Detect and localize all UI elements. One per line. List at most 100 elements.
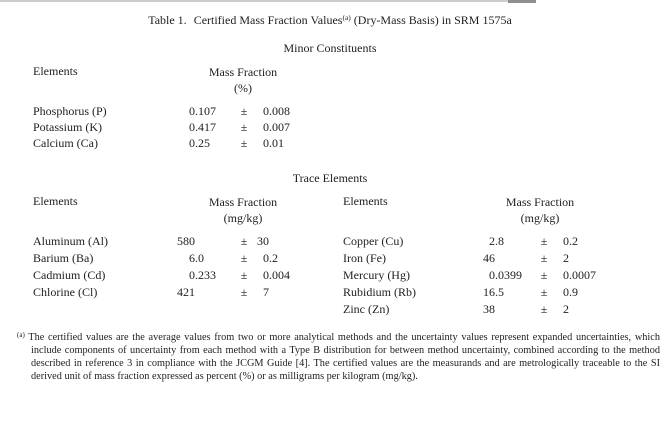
plus-minus-sign: ± <box>540 302 548 316</box>
uncertainty-int: 0 <box>563 268 569 282</box>
uncertainty-int: 30 <box>257 234 269 248</box>
minor-constituents-rows: Phosphorus (P) 0.107 ±0.008 Potassium (K) 0.… <box>33 103 353 151</box>
column-header-elements: Elements <box>33 64 78 78</box>
value-int: 421 <box>177 285 195 299</box>
title-suffix: (Dry-Mass Basis) in SRM 1575a <box>350 13 512 27</box>
value-int: 0 <box>189 104 195 118</box>
uncertainty-frac <box>269 233 343 250</box>
uncertainty-frac: .0007 <box>569 268 596 282</box>
element-name: Cadmium (Cd) <box>33 268 106 282</box>
value-int: 38 <box>483 302 495 316</box>
scan-artifact-strip <box>0 0 536 2</box>
table-row: Rubidium (Rb) 16.5 ±0.9 <box>343 284 643 301</box>
column-header-elements: Elements <box>343 194 388 208</box>
uncertainty-frac: .007 <box>269 120 290 134</box>
element-name: Phosphorus (P) <box>33 104 107 118</box>
footnote: (a) The certified values are the average… <box>17 329 660 383</box>
uncertainty-frac: .2 <box>269 251 278 265</box>
element-name: Copper (Cu) <box>343 234 404 248</box>
column-header-unit: (%) <box>234 81 252 95</box>
value-frac: .107 <box>195 104 216 118</box>
title-main: Certified Mass Fraction Values <box>193 13 343 27</box>
footnote-marker: (a) <box>17 331 25 339</box>
value-int: 580 <box>177 234 195 248</box>
uncertainty-frac: .008 <box>269 104 290 118</box>
value-frac <box>195 233 235 250</box>
value-frac: .417 <box>195 120 216 134</box>
table-row: Barium (Ba) 6.0 ±0.2 <box>33 250 343 267</box>
value-int: 46 <box>483 251 495 265</box>
value-frac: .0 <box>195 251 204 265</box>
element-name: Mercury (Hg) <box>343 268 410 282</box>
uncertainty-frac <box>269 284 343 301</box>
column-header-unit: (mg/kg) <box>520 211 560 225</box>
plus-minus-sign: ± <box>240 136 248 150</box>
value-frac <box>495 250 535 267</box>
table-row: Chlorine (Cl) 421 ±7 <box>33 284 343 301</box>
element-name: Potassium (K) <box>33 120 102 134</box>
table-row: Copper (Cu) 2.8 ±0.2 <box>343 233 643 250</box>
element-name: Iron (Fe) <box>343 251 386 265</box>
column-header-mass-fraction: Mass Fraction (mg/kg) <box>460 194 620 226</box>
column-header-mass-fraction: Mass Fraction (mg/kg) <box>163 194 323 226</box>
value-int: 0 <box>489 268 495 282</box>
element-name: Aluminum (Al) <box>33 234 108 248</box>
uncertainty-int: 0 <box>263 120 269 134</box>
value-frac: .233 <box>195 268 216 282</box>
section-heading-minor-constituents: Minor Constituents <box>283 41 377 55</box>
trace-elements-rows-left: Aluminum (Al) 580 ±30 Barium (Ba) 6.0 ±0.2 Cad… <box>33 233 343 301</box>
plus-minus-sign: ± <box>240 268 248 282</box>
table-row: Potassium (K) 0.417 ±0.007 <box>33 119 353 135</box>
uncertainty-frac: .2 <box>569 234 578 248</box>
scan-artifact-blob <box>508 0 536 3</box>
element-name: Barium (Ba) <box>33 251 94 265</box>
plus-minus-sign: ± <box>240 234 248 248</box>
uncertainty-int: 2 <box>563 251 569 265</box>
table-row: Cadmium (Cd) 0.233 ±0.004 <box>33 267 343 284</box>
value-int: 0 <box>189 120 195 134</box>
uncertainty-int: 0 <box>263 136 269 150</box>
table-title: Table 1. Certified Mass Fraction Values(a… <box>0 13 660 28</box>
column-header-mass-fraction: Mass Fraction (%) <box>163 64 323 96</box>
uncertainty-int: 0 <box>263 104 269 118</box>
plus-minus-sign: ± <box>240 285 248 299</box>
table-row: Iron (Fe) 46 ±2 <box>343 250 643 267</box>
uncertainty-int: 0 <box>563 285 569 299</box>
element-name: Chlorine (Cl) <box>33 285 98 299</box>
element-name: Zinc (Zn) <box>343 302 390 316</box>
value-frac <box>495 301 535 318</box>
uncertainty-frac: .004 <box>269 268 290 282</box>
uncertainty-frac <box>569 250 643 267</box>
column-header-mass-fraction-label: Mass Fraction <box>208 65 278 79</box>
element-name: Calcium (Ca) <box>33 136 98 150</box>
uncertainty-int: 7 <box>263 285 269 299</box>
section-heading-trace-elements: Trace Elements <box>292 171 368 185</box>
table-row: Calcium (Ca) 0.25 ±0.01 <box>33 135 353 151</box>
table-row: Zinc (Zn) 38 ±2 <box>343 301 643 318</box>
column-header-unit: (mg/kg) <box>223 211 263 225</box>
value-int: 16 <box>483 285 495 299</box>
uncertainty-frac <box>569 301 643 318</box>
plus-minus-sign: ± <box>240 251 248 265</box>
plus-minus-sign: ± <box>540 251 548 265</box>
value-int: 0 <box>189 268 195 282</box>
value-frac <box>195 284 235 301</box>
uncertainty-int: 0 <box>263 268 269 282</box>
value-int: 6 <box>189 251 195 265</box>
footnote-text: The certified values are the average val… <box>28 332 660 382</box>
column-header-mass-fraction-label: Mass Fraction <box>208 195 278 209</box>
plus-minus-sign: ± <box>540 234 548 248</box>
uncertainty-frac: .01 <box>269 136 284 150</box>
value-frac: .5 <box>495 285 504 299</box>
value-frac: .8 <box>495 234 504 248</box>
title-prefix: Table 1. <box>148 13 187 27</box>
column-header-elements: Elements <box>33 194 78 208</box>
table-row: Aluminum (Al) 580 ±30 <box>33 233 343 250</box>
value-int: 2 <box>489 234 495 248</box>
plus-minus-sign: ± <box>540 268 548 282</box>
element-name: Rubidium (Rb) <box>343 285 417 299</box>
value-frac: .25 <box>195 136 210 150</box>
title-footnote-marker: (a) <box>342 13 351 22</box>
uncertainty-int: 0 <box>263 251 269 265</box>
